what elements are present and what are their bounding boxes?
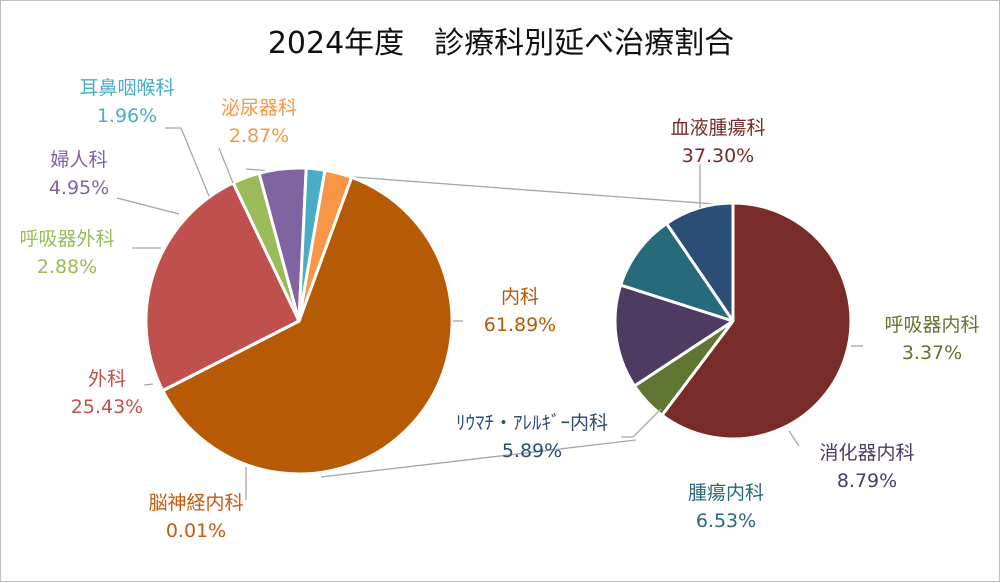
data-labels: 内科 61.89% 脳神経内科 0.01% 外科 25.43% 呼吸器外科 2.88% 婦人科 4…: [19, 77, 979, 542]
sub-pie-slice-0: [660, 201, 853, 441]
sub-pie-slice-2: [613, 283, 735, 388]
main-label-name-0: 内科: [501, 286, 539, 308]
main-label-name-6: 泌尿器科: [221, 97, 297, 119]
sub-label-value-2: 8.79%: [837, 470, 897, 492]
main-label-name-2: 外科: [88, 368, 126, 390]
leader-line-5: [218, 147, 234, 184]
leader-line-9: [788, 430, 800, 447]
main-label-value-0: 61.89%: [484, 314, 556, 336]
main-label-value-4: 4.95%: [49, 177, 109, 199]
main-pie: [144, 166, 454, 476]
main-label-name-4: 婦人科: [50, 149, 107, 171]
main-label-value-6: 2.87%: [229, 125, 289, 147]
sub-label-value-1: 3.37%: [902, 342, 962, 364]
main-label-value-5: 1.96%: [97, 105, 157, 127]
sub-pie-slice-3: [619, 221, 735, 323]
leader-line-3: [116, 197, 180, 215]
sub-label-name-0: 血液腫瘍科: [670, 117, 765, 139]
main-pie-slice-0: [161, 175, 454, 476]
main-pie-slice-2: [144, 181, 301, 393]
main-label-value-2: 25.43%: [71, 396, 143, 418]
sub-label-value-3: 6.53%: [696, 510, 756, 532]
main-pie-slice-6: [297, 168, 354, 323]
main-label-name-1: 脳神経内科: [148, 492, 243, 514]
main-label-name-5: 耳鼻咽喉科: [79, 77, 174, 99]
chart-title: 2024年度 診療科別延べ治療割合: [268, 26, 734, 61]
main-label-value-3: 2.88%: [37, 256, 97, 278]
leader-lines: [116, 127, 863, 500]
leader-line-1: [143, 383, 154, 386]
sub-label-name-1: 呼吸器内科: [884, 314, 979, 336]
connector-line-1: [320, 439, 637, 478]
leader-line-10: [621, 408, 662, 438]
leader-line-4: [165, 127, 210, 197]
sub-pie-slice-4: [665, 201, 735, 323]
main-label-value-1: 0.01%: [166, 520, 226, 542]
sub-label-value-4: 5.89%: [502, 440, 562, 462]
main-label-name-3: 呼吸器外科: [19, 228, 114, 250]
sub-label-name-4: ﾘｳﾏﾁ・ｱﾚﾙｷﾞｰ内科: [456, 412, 608, 434]
sub-label-name-2: 消化器内科: [819, 442, 914, 464]
sub-pie: [613, 201, 853, 441]
sub-label-value-0: 37.30%: [682, 145, 754, 167]
sub-label-name-3: 腫瘍内科: [688, 482, 764, 504]
